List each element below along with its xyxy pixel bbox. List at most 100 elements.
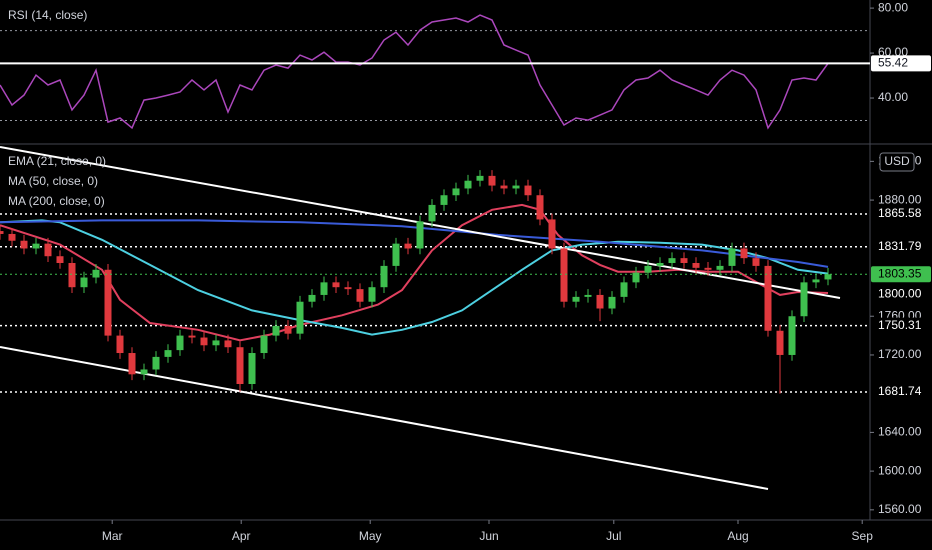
candle-body [704,267,712,270]
y-tick-label: 80.00 [878,0,908,14]
candle-body [548,219,556,249]
candle-body [260,335,268,354]
candle-body [680,258,688,263]
candle-body [560,248,568,302]
candle-body [824,274,832,280]
candle-body [200,337,208,346]
candle-body [524,185,532,196]
candle-body [344,287,352,290]
y-tick-label: 1640.00 [878,425,922,439]
candle-body [404,243,412,249]
candle-body [284,325,292,334]
indicator-line [0,203,829,342]
candle-body [728,248,736,266]
candle-body [488,175,496,186]
candle-body [80,277,88,288]
candle-body [224,340,232,348]
candle-body [428,204,436,222]
candle-body [752,258,760,266]
candle-body [500,185,508,189]
level-label: 1681.74 [878,384,922,398]
candle-body [416,221,424,249]
candle-body [104,269,112,336]
candle-body [788,316,796,355]
x-tick-label: May [359,529,382,543]
candle-body [332,282,340,288]
y-tick-label: 1880.00 [878,192,922,206]
price-tag-bg [871,238,931,255]
price-tag-bg [871,206,931,223]
candle-body [740,248,748,259]
candle-body [68,262,76,288]
candle-body [356,289,364,302]
candle-body [8,233,16,241]
candle-body [92,269,100,278]
candle-body [452,188,460,196]
trendline [0,346,769,490]
price-tag-bg [871,266,931,283]
legend-entry: EMA (21, close, 0) [8,154,106,168]
candle-body [368,287,376,302]
candle-body [296,301,304,334]
candle-body [236,347,244,384]
candle-body [116,335,124,354]
candle-body [692,262,700,268]
candle-body [584,294,592,297]
price-tag-bg [871,383,931,400]
candle-body [392,243,400,266]
rsi-last-label: 55.42 [878,56,908,70]
x-tick-label: Sep [852,529,874,543]
candle-body [572,296,580,302]
candle-body [632,272,640,283]
candle-body [176,335,184,351]
candle-body [476,175,484,181]
candle-body [608,296,616,309]
level-label: 1750.31 [878,318,922,332]
candle-body [44,243,52,257]
candle-body [0,231,4,234]
last-price-label: 1803.35 [878,266,922,280]
level-label: 1831.79 [878,239,922,253]
candle-body [140,369,148,375]
indicator-line [0,219,829,268]
y-tick-label: 1600.00 [878,463,922,477]
rsi-line [0,14,829,130]
candle-body [152,356,160,370]
candle-body [164,350,172,357]
x-tick-label: Mar [102,529,123,543]
candle-body [512,185,520,189]
candle-body [32,243,40,249]
price-tag-label: 1800.00 [878,287,922,301]
price-tag-bg [871,55,931,72]
candle-body [536,195,544,220]
y-tick-label: 1560.00 [878,502,922,516]
currency-label: USD [884,154,910,168]
candle-body [716,265,724,270]
x-tick-label: Jul [606,529,621,543]
x-tick-label: Aug [727,529,748,543]
candle-body [800,282,808,317]
x-tick-label: Apr [232,529,251,543]
candle-body [308,294,316,302]
candle-body [128,353,136,375]
candle-body [764,265,772,331]
candle-body [380,265,388,288]
legend-entry: MA (50, close, 0) [8,174,98,188]
candle-body [776,330,784,355]
candle-body [248,353,256,384]
legend-entry: MA (200, close, 0) [8,194,105,208]
candle-body [272,325,280,336]
y-tick-label: 40.00 [878,90,908,104]
candle-body [320,282,328,295]
candle-body [212,340,220,346]
candle-body [668,258,676,263]
indicator-line [0,219,829,336]
candle-body [596,294,604,309]
currency-bg [879,152,915,172]
rsi-title: RSI (14, close) [8,8,87,22]
candle-body [812,279,820,283]
level-label: 1865.58 [878,206,922,220]
